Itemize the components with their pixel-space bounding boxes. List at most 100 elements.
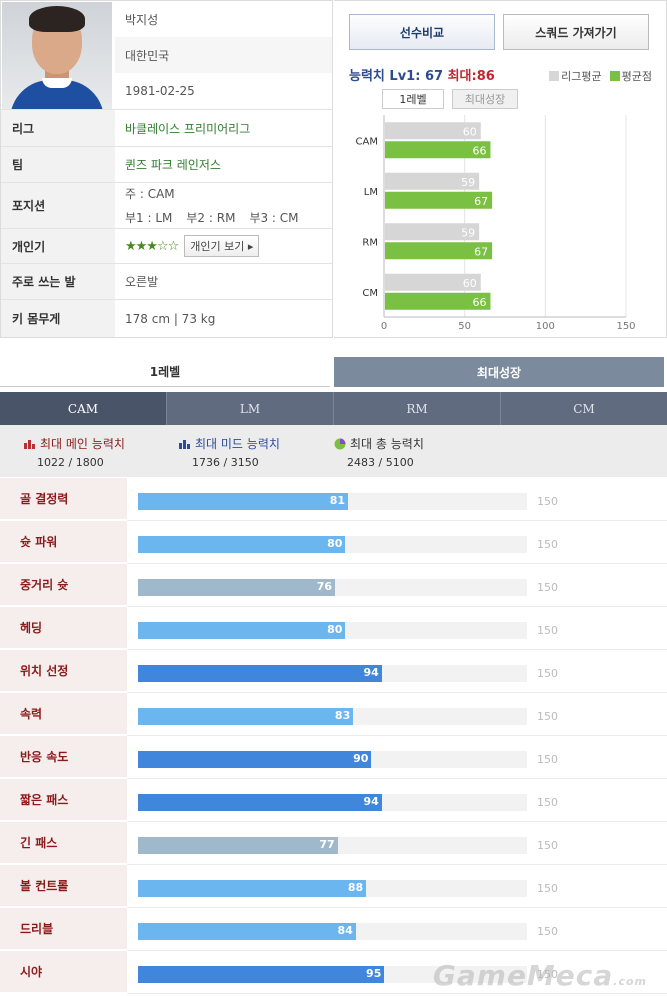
stat-bar: 94 (138, 794, 382, 811)
body-label: 키 몸무게 (1, 299, 115, 337)
stat-track: 77 (138, 837, 527, 854)
stat-bar: 83 (138, 708, 354, 725)
stat-row: 시야 95 150 (0, 951, 667, 994)
stat-value: 80 (327, 537, 343, 550)
ability-totals: 최대 메인 능력치 1022 / 1800 최대 미드 능력치 1736 / 3… (0, 425, 667, 477)
bar-value-label: 67 (474, 245, 488, 258)
total-main-label: 최대 메인 능력치 (40, 437, 125, 451)
stat-max: 150 (537, 753, 558, 766)
stat-max: 150 (537, 667, 558, 680)
stat-bar: 77 (138, 837, 338, 854)
stat-name: 시야 (0, 951, 127, 993)
stat-value: 95 (366, 967, 382, 980)
total-main-value: 1022 / 1800 (37, 456, 104, 469)
stat-track: 81 (138, 493, 527, 510)
stat-row: 중거리 슛 76 150 (0, 564, 667, 607)
bar-value-label: 59 (461, 176, 475, 189)
bar-league (385, 122, 481, 140)
position-tabs: CAM LM RM CM (0, 392, 667, 425)
category-label: RM (362, 237, 378, 248)
stat-max: 150 (537, 882, 558, 895)
stat-value: 94 (363, 666, 379, 679)
position-label: 포지션 (1, 182, 115, 228)
stat-row: 볼 컨트롤 88 150 (0, 865, 667, 908)
add-to-squad-button[interactable]: 스쿼드 가져가기 (503, 14, 649, 50)
stat-name: 반응 속도 (0, 736, 127, 778)
category-label: LM (364, 187, 378, 198)
stat-max: 150 (537, 710, 558, 723)
position-value: 주 : CAM 부1 : LM 부2 : RM 부3 : CM (115, 182, 332, 228)
stat-max: 150 (537, 624, 558, 637)
legend-swatch-avg (609, 71, 620, 81)
bar-avg (385, 191, 493, 209)
stat-value: 94 (363, 795, 379, 808)
stat-name: 슛 파워 (0, 521, 127, 563)
skill-view-button[interactable]: 개인기 보기 ▸ (184, 235, 260, 257)
pie-chart-icon (334, 438, 346, 449)
stat-value: 83 (334, 709, 351, 722)
level-tab-1[interactable]: 1레벨 (0, 357, 330, 387)
stat-value: 81 (329, 494, 346, 507)
position-tab-cam[interactable]: CAM (0, 392, 167, 425)
stat-value: 80 (327, 623, 343, 636)
stat-row: 헤딩 80 150 (0, 607, 667, 650)
player-photo (2, 2, 112, 109)
stat-bar: 81 (138, 493, 349, 510)
ability-title: 능력치 Lv1: 67 최대:86 (349, 65, 495, 84)
compare-player-button[interactable]: 선수비교 (349, 14, 495, 50)
position-sub3: 부3 : CM (249, 211, 299, 225)
total-mid-value: 1736 / 3150 (192, 456, 259, 469)
ability-max: 최대:86 (447, 69, 495, 84)
stat-track: 94 (138, 794, 527, 811)
stat-bar: 90 (138, 751, 372, 768)
x-tick-label: 150 (616, 321, 635, 332)
stat-max: 150 (537, 581, 558, 594)
position-row: 포지션 주 : CAM 부1 : LM 부2 : RM 부3 : CM (1, 182, 332, 228)
bar-league (385, 273, 481, 291)
stat-track: 84 (138, 923, 527, 940)
stat-row: 속력 83 150 (0, 693, 667, 736)
stat-max: 150 (537, 968, 558, 981)
x-tick-label: 50 (458, 321, 471, 332)
ability-lv1: Lv1: 67 (389, 69, 444, 84)
stat-name: 속력 (0, 693, 127, 735)
foot-label: 주로 쓰는 발 (1, 263, 115, 299)
league-value: 바클레이스 프리미어리그 (115, 109, 332, 146)
stat-track: 90 (138, 751, 527, 768)
player-profile-panel: 박지성 대한민국 1981-02-25 리그 바클레이스 프리미어리그 팀 퀸즈… (0, 0, 333, 338)
stat-name: 긴 패스 (0, 822, 127, 864)
category-label: CM (362, 288, 378, 299)
stat-name: 골 결정력 (0, 478, 127, 520)
stat-row: 반응 속도 90 150 (0, 736, 667, 779)
player-name: 박지성 (125, 12, 159, 27)
stat-row: 슛 파워 80 150 (0, 521, 667, 564)
bar-value-label: 66 (472, 144, 486, 157)
chart-tab-level1[interactable]: 1레벨 (382, 89, 444, 109)
skill-label: 개인기 (1, 228, 115, 263)
stat-name: 위치 선정 (0, 650, 127, 692)
level-tab-max[interactable]: 최대성장 (334, 357, 664, 387)
skill-stars: ★★★☆☆ (125, 238, 179, 254)
stat-max: 150 (537, 796, 558, 809)
stat-row: 드리블 84 150 (0, 908, 667, 951)
position-tab-rm[interactable]: RM (334, 392, 501, 425)
position-tab-cm[interactable]: CM (573, 401, 595, 416)
stat-value: 90 (353, 752, 369, 765)
stat-row: 골 결정력 81 150 (0, 478, 667, 521)
legend-league: 리그평균 (561, 70, 602, 83)
bar-avg (385, 292, 491, 310)
total-mid: 최대 미드 능력치 1736 / 3150 (179, 435, 280, 469)
chart-tab-max[interactable]: 최대성장 (452, 89, 518, 109)
stat-track: 76 (138, 579, 527, 596)
bar-value-label: 66 (472, 296, 486, 309)
stat-track: 88 (138, 880, 527, 897)
bar-avg (385, 242, 493, 260)
category-label: CAM (356, 136, 378, 147)
position-tab-lm[interactable]: LM (167, 392, 334, 425)
stat-name: 헤딩 (0, 607, 127, 649)
stat-name: 볼 컨트롤 (0, 865, 127, 907)
stat-bar: 84 (138, 923, 356, 940)
total-mid-label: 최대 미드 능력치 (195, 437, 280, 451)
bar-value-label: 59 (461, 226, 475, 239)
stat-value: 88 (347, 881, 364, 894)
